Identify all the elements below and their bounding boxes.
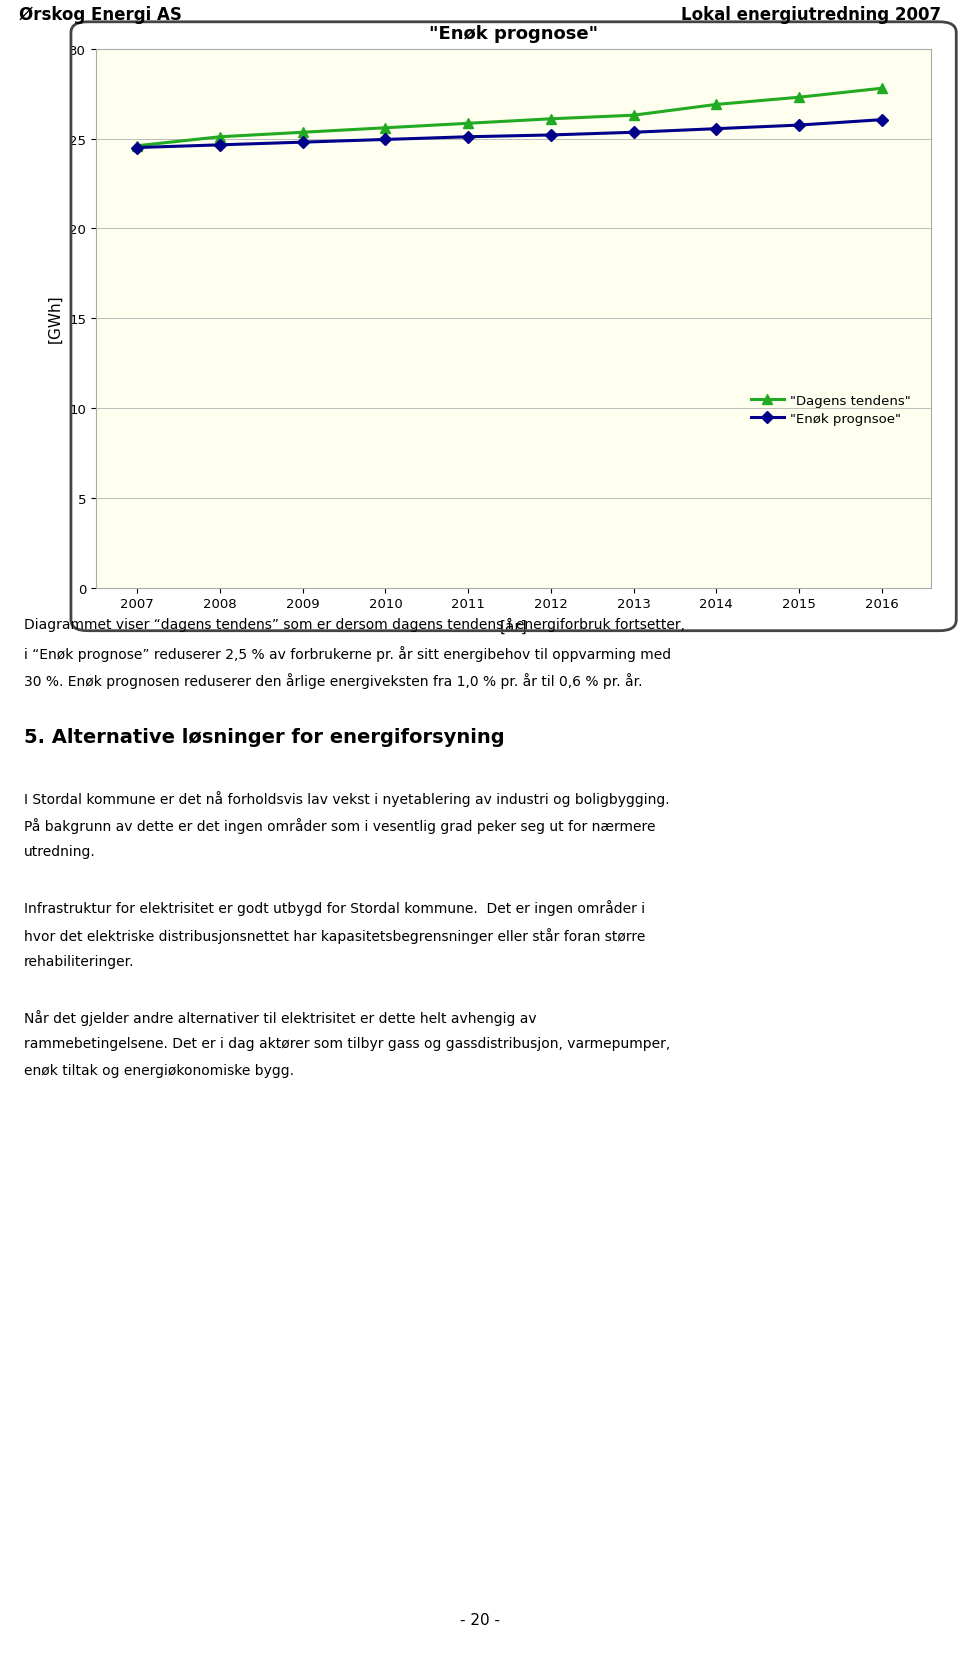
Text: enøk tiltak og energiøkonomiske bygg.: enøk tiltak og energiøkonomiske bygg. — [24, 1064, 294, 1077]
Text: Ørskog Energi AS: Ørskog Energi AS — [19, 5, 182, 23]
"Dagens tendens" — [545, 109, 557, 129]
"Enøk prognsoe" — [628, 123, 639, 143]
Title: "Enøk prognose": "Enøk prognose" — [429, 25, 598, 43]
Text: På bakgrunn av dette er det ingen områder som i vesentlig grad peker seg ut for : På bakgrunn av dette er det ingen område… — [24, 817, 656, 833]
Line: "Dagens tendens": "Dagens tendens" — [132, 85, 886, 151]
"Enøk prognsoe" — [132, 139, 143, 159]
"Dagens tendens" — [793, 88, 804, 108]
"Dagens tendens" — [876, 80, 887, 99]
Text: 30 %. Enøk prognosen reduserer den årlige energiveksten fra 1,0 % pr. år til 0,6: 30 %. Enøk prognosen reduserer den årlig… — [24, 673, 642, 689]
Text: 5. Alternative løsninger for energiforsyning: 5. Alternative løsninger for energiforsy… — [24, 727, 505, 746]
Text: Lokal energiutredning 2007: Lokal energiutredning 2007 — [681, 5, 941, 23]
"Enøk prognsoe" — [379, 131, 391, 151]
"Dagens tendens" — [379, 119, 391, 139]
"Dagens tendens" — [710, 96, 722, 116]
Text: I Stordal kommune er det nå forholdsvis lav vekst i nyetablering av industri og : I Stordal kommune er det nå forholdsvis … — [24, 790, 670, 807]
"Enøk prognsoe" — [463, 128, 474, 147]
"Dagens tendens" — [297, 123, 308, 143]
Line: "Enøk prognsoe": "Enøk prognsoe" — [133, 116, 886, 152]
Text: hvor det elektriske distribusjonsnettet har kapasitetsbegrensninger eller står f: hvor det elektriske distribusjonsnettet … — [24, 926, 645, 943]
"Dagens tendens" — [463, 114, 474, 134]
"Enøk prognsoe" — [297, 133, 308, 152]
Text: utredning.: utredning. — [24, 845, 96, 858]
Text: - 20 -: - 20 - — [460, 1612, 500, 1627]
Text: Diagrammet viser “dagens tendens” som er dersom dagens tendens i energiforbruk f: Diagrammet viser “dagens tendens” som er… — [24, 618, 685, 631]
Text: Infrastruktur for elektrisitet er godt utbygd for Stordal kommune.  Det er ingen: Infrastruktur for elektrisitet er godt u… — [24, 900, 645, 916]
Y-axis label: [GWh]: [GWh] — [47, 295, 62, 343]
X-axis label: [år]: [år] — [500, 618, 527, 635]
"Dagens tendens" — [214, 128, 226, 147]
"Enøk prognsoe" — [214, 136, 226, 156]
"Dagens tendens" — [628, 106, 639, 126]
"Enøk prognsoe" — [793, 116, 804, 136]
"Enøk prognsoe" — [545, 126, 557, 146]
Text: rammebetingelsene. Det er i dag aktører som tilbyr gass og gassdistribusjon, var: rammebetingelsene. Det er i dag aktører … — [24, 1036, 670, 1051]
Legend: "Dagens tendens", "Enøk prognsoe": "Dagens tendens", "Enøk prognsoe" — [745, 389, 916, 431]
Text: i “Enøk prognose” reduserer 2,5 % av forbrukerne pr. år sitt energibehov til opp: i “Enøk prognose” reduserer 2,5 % av for… — [24, 645, 671, 661]
Text: rehabiliteringer.: rehabiliteringer. — [24, 954, 134, 968]
Text: Når det gjelder andre alternativer til elektrisitet er dette helt avhengig av: Når det gjelder andre alternativer til e… — [24, 1009, 537, 1026]
"Dagens tendens" — [132, 138, 143, 157]
"Enøk prognsoe" — [710, 119, 722, 139]
"Enøk prognsoe" — [876, 111, 887, 131]
